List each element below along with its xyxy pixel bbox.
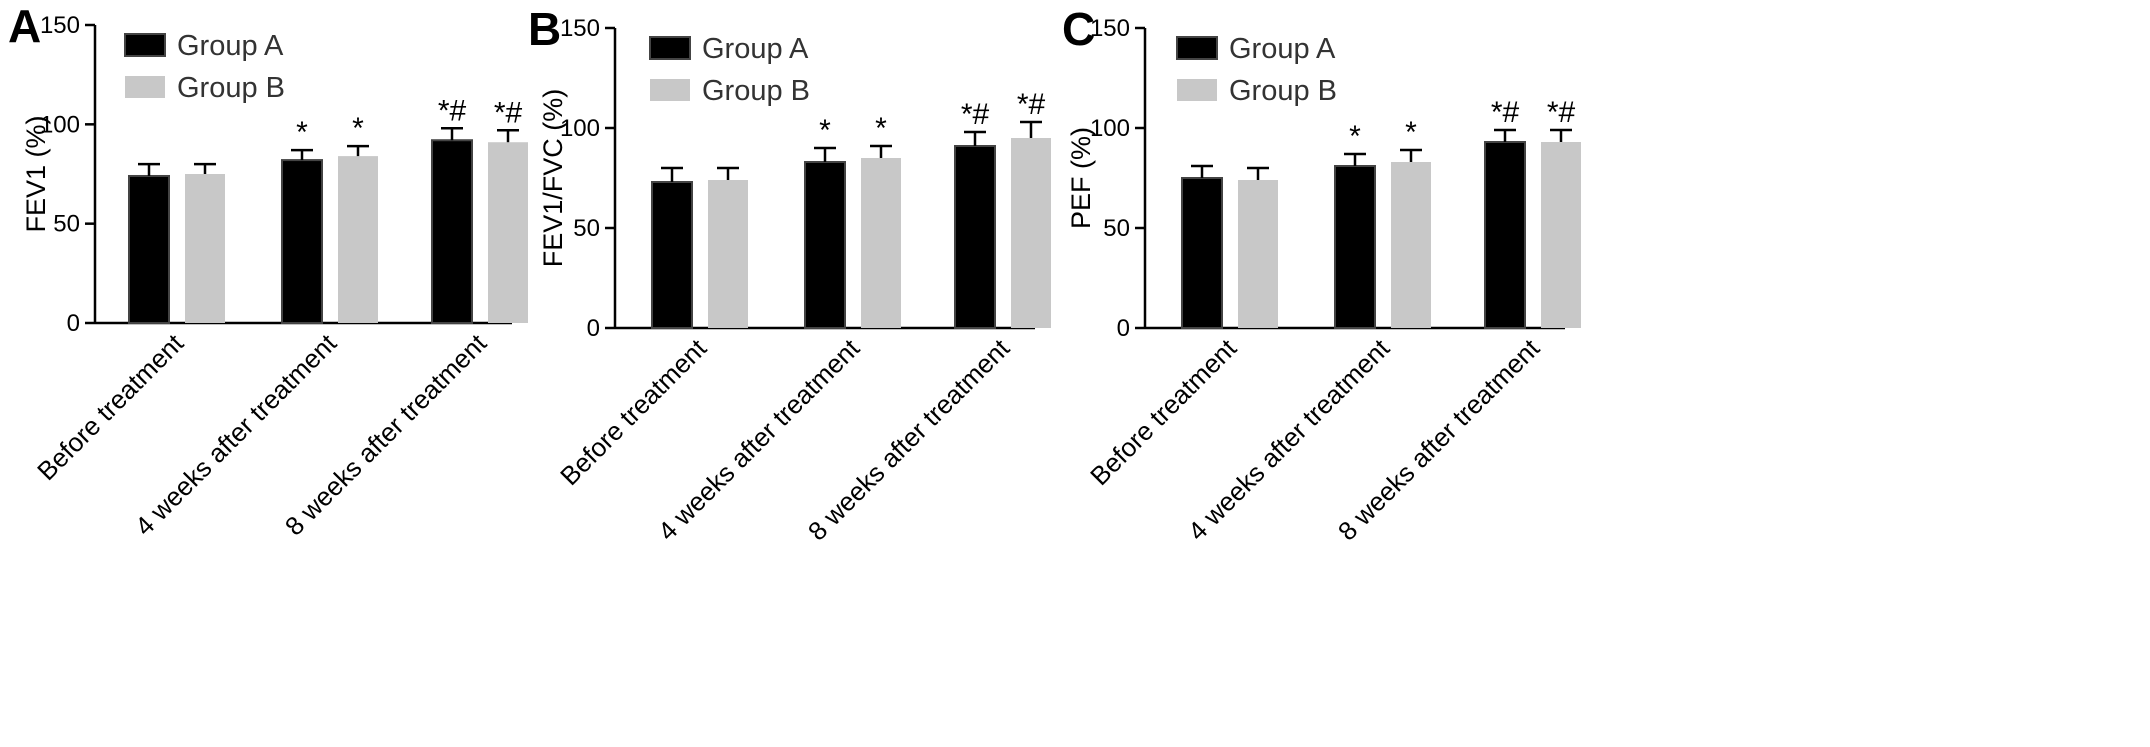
bar-group-b	[1238, 180, 1278, 328]
y-tick-label: 150	[1090, 15, 1130, 42]
legend-label: Group B	[1229, 75, 1337, 107]
legend-swatch	[125, 76, 165, 98]
y-tick-label: 50	[1103, 215, 1130, 242]
bar-group-b	[488, 142, 528, 323]
y-tick-label: 150	[560, 15, 600, 42]
legend-swatch	[650, 79, 690, 101]
legend-swatch	[1177, 79, 1217, 101]
significance-marker: *	[352, 112, 364, 145]
bar-group-a	[1181, 177, 1223, 329]
significance-marker: *#	[961, 98, 990, 131]
y-axis-label: FEV1 (%)	[21, 115, 51, 232]
panel-letter: B	[528, 3, 561, 55]
significance-marker: *#	[1491, 96, 1520, 129]
panel-b: B 0 50 100 150 FEV1/FVC (%) * *# * *# Before treat…	[528, 3, 1051, 546]
legend-label: Group A	[177, 30, 284, 62]
y-tick-label: 0	[1117, 315, 1130, 342]
y-axis-label: FEV1/FVC (%)	[538, 89, 568, 268]
y-tick-label: 0	[587, 315, 600, 342]
x-category-label: Before treatment	[554, 332, 713, 491]
significance-marker: *	[296, 116, 308, 149]
bar-group-b	[1011, 138, 1051, 328]
bar-group-b	[861, 158, 901, 328]
y-tick-label: 100	[40, 111, 80, 138]
bar-group-a	[431, 139, 473, 324]
significance-marker: *	[1405, 116, 1417, 149]
y-tick-label: 50	[53, 211, 80, 238]
bar-group-a	[281, 159, 323, 324]
significance-marker: *#	[1017, 88, 1046, 121]
bar-group-a	[1334, 165, 1376, 329]
legend-label: Group A	[1229, 33, 1336, 65]
panel-a: A 0 50 100 150 FEV1 (%) * *# * *# Before treatment…	[8, 0, 528, 541]
significance-marker: *#	[438, 94, 467, 127]
y-tick-label: 50	[573, 215, 600, 242]
x-category-label: Before treatment	[1084, 332, 1243, 491]
bar-group-b	[1541, 142, 1581, 328]
bar-group-b	[338, 156, 378, 323]
bar-group-a	[651, 181, 693, 329]
bar-group-a	[1484, 141, 1526, 329]
legend-label: Group A	[702, 33, 809, 65]
x-category-label: Before treatment	[31, 327, 190, 486]
y-axis-label: PEF (%)	[1066, 127, 1096, 229]
significance-marker: *	[819, 114, 831, 147]
legend-swatch	[124, 33, 166, 57]
bar-group-a	[128, 174, 170, 324]
significance-marker: *	[875, 112, 887, 145]
y-tick-label: 150	[40, 12, 80, 39]
panel-letter: A	[8, 0, 41, 52]
legend-swatch	[1176, 36, 1218, 60]
legend-label: Group B	[177, 72, 285, 104]
bar-group-b	[185, 174, 225, 323]
bar-group-a	[804, 161, 846, 329]
significance-marker: *#	[1547, 96, 1576, 129]
legend-label: Group B	[702, 75, 810, 107]
y-tick-label: 100	[1090, 115, 1130, 142]
y-tick-label: 0	[67, 310, 80, 337]
bar-group-b	[1391, 162, 1431, 328]
legend-swatch	[649, 36, 691, 60]
y-tick-label: 100	[560, 115, 600, 142]
bar-group-a	[954, 145, 996, 329]
bar-group-b	[708, 180, 748, 328]
significance-marker: *	[1349, 120, 1361, 153]
panel-letter: C	[1062, 3, 1095, 55]
significance-marker: *#	[494, 96, 523, 129]
